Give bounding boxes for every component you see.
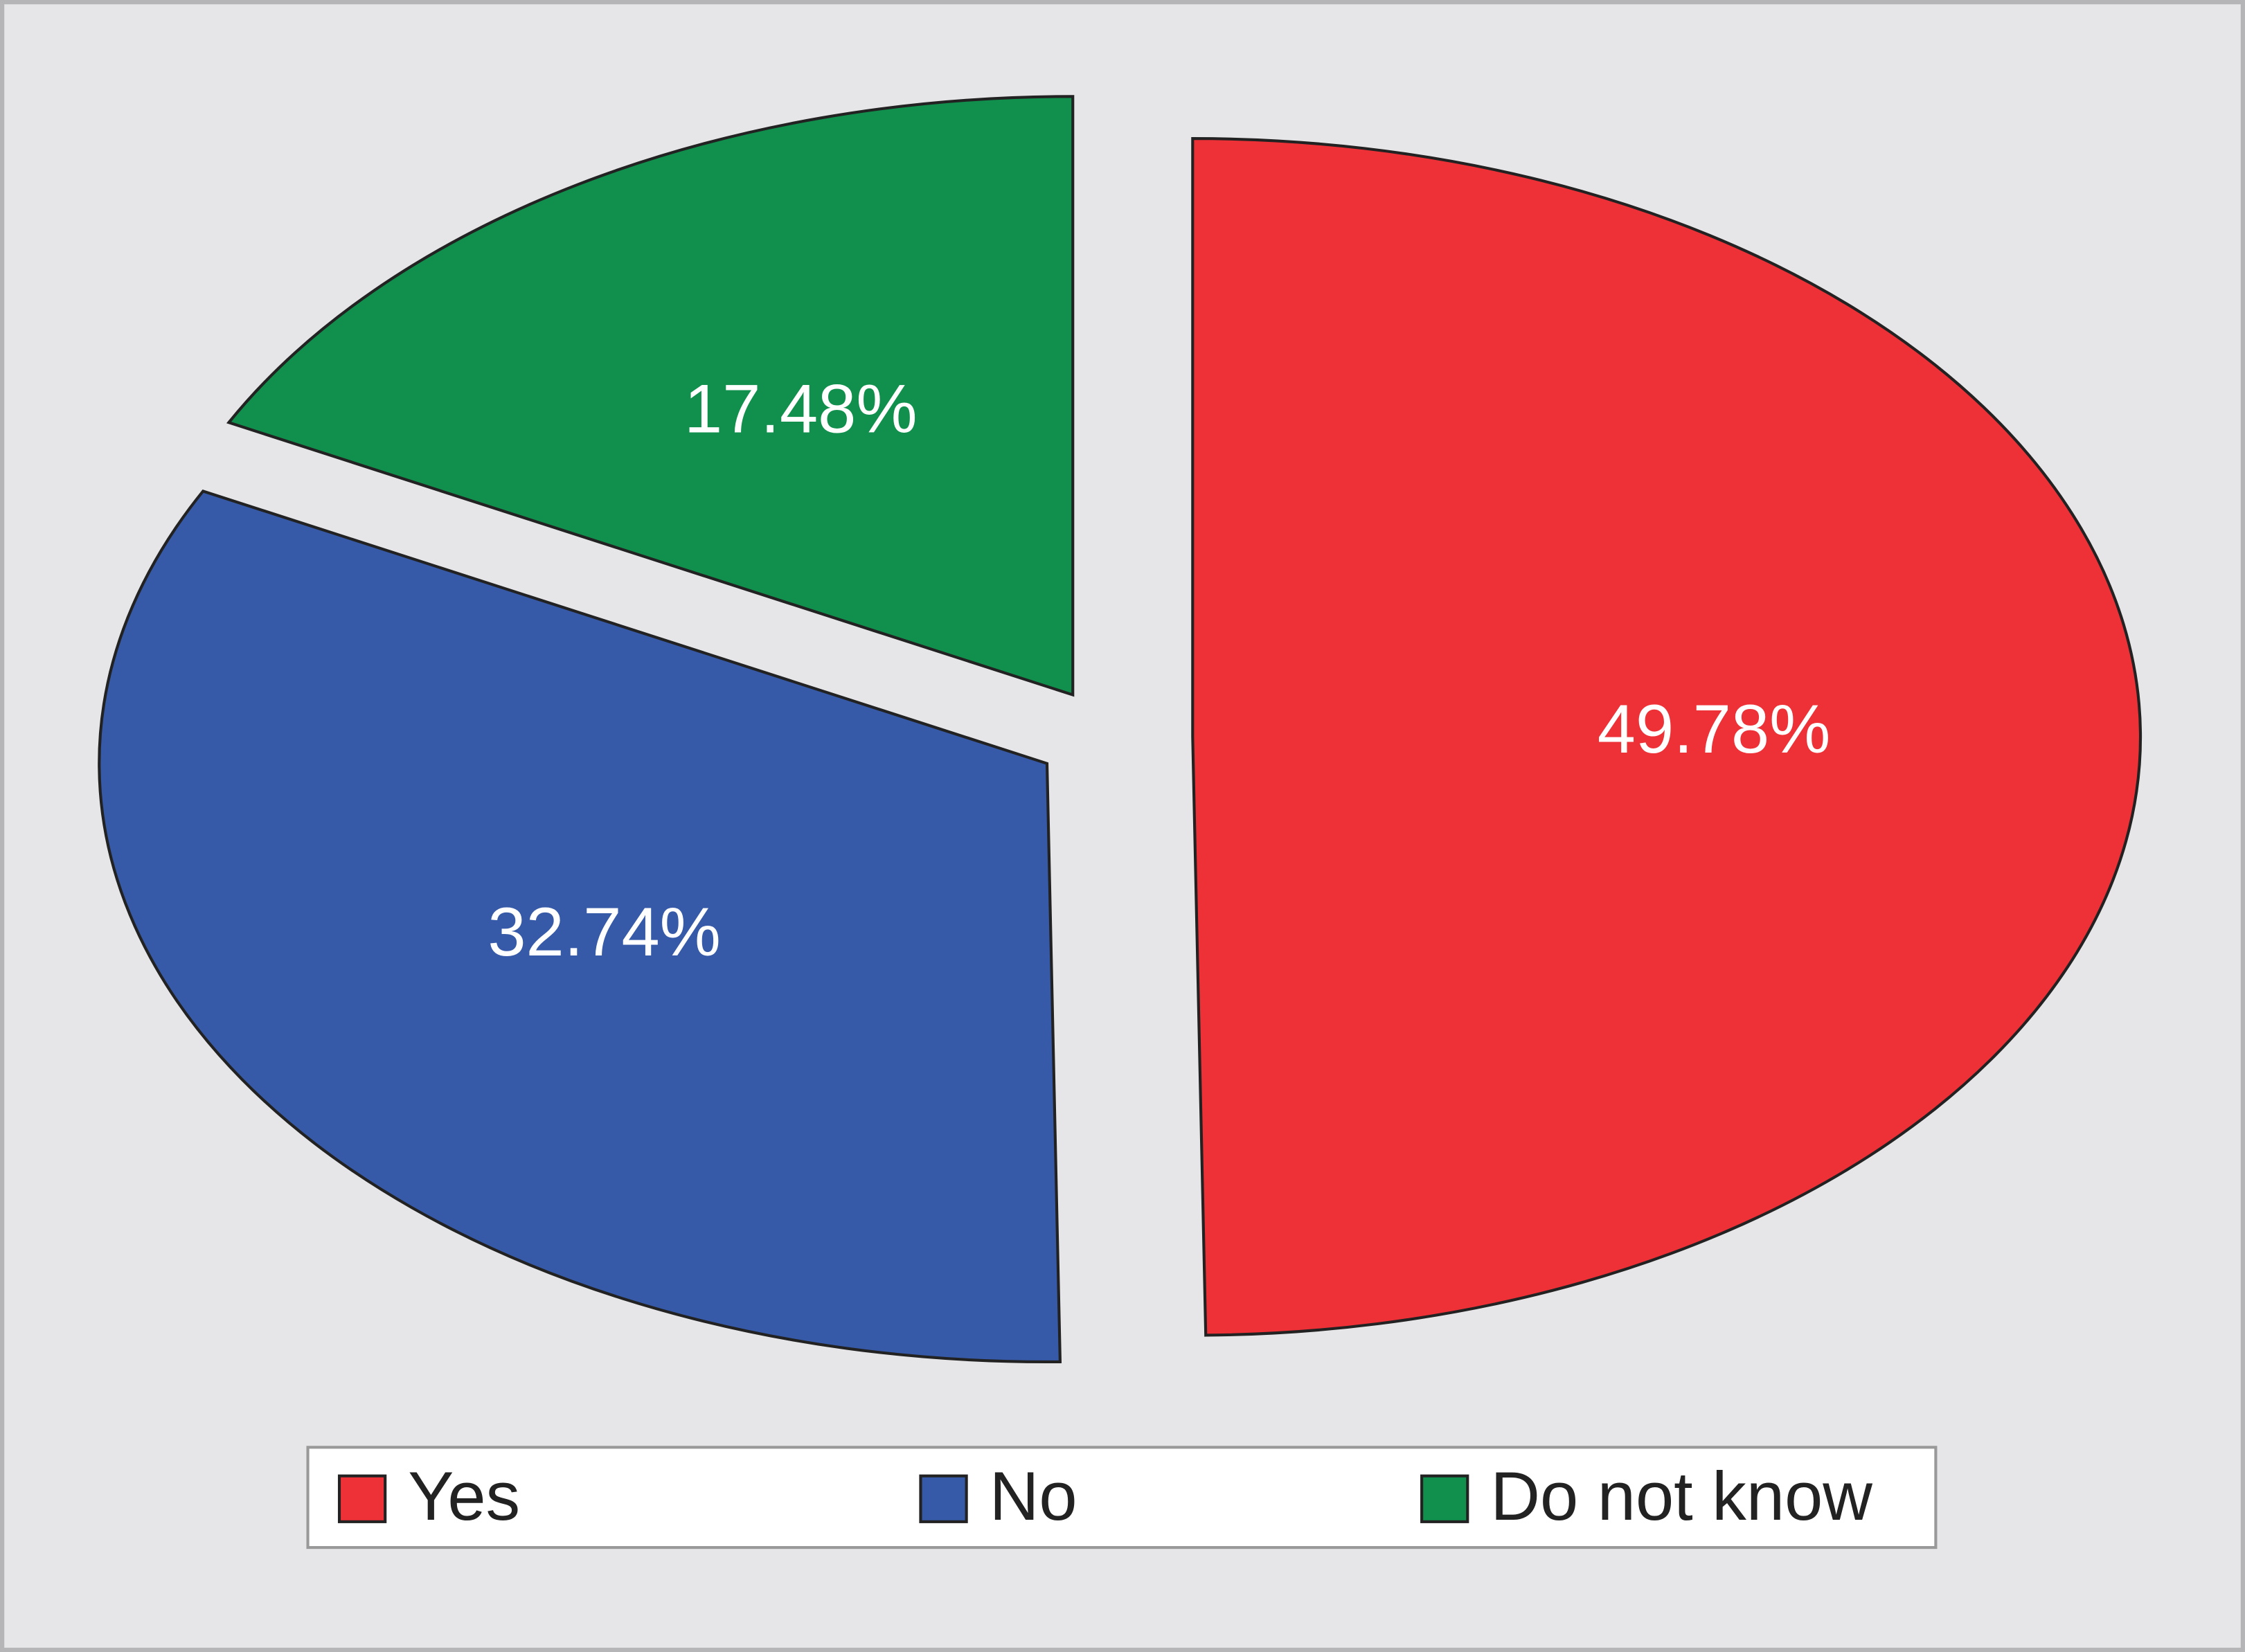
slice-label: 17.48% [684, 370, 918, 447]
slice-label: 32.74% [488, 894, 721, 971]
slice-label: 49.78% [1598, 691, 1831, 768]
pie-slice [98, 489, 1062, 1363]
pie-slice [1191, 136, 2143, 1337]
legend-swatch [1420, 1474, 1469, 1523]
legend-box [306, 1446, 1938, 1550]
legend-label: No [990, 1458, 1077, 1535]
legend-swatch [337, 1474, 387, 1523]
legend-label: Do not know [1490, 1458, 1872, 1535]
legend-label: Yes [408, 1458, 520, 1535]
legend-swatch [919, 1474, 968, 1523]
pie-slice [226, 95, 1075, 697]
